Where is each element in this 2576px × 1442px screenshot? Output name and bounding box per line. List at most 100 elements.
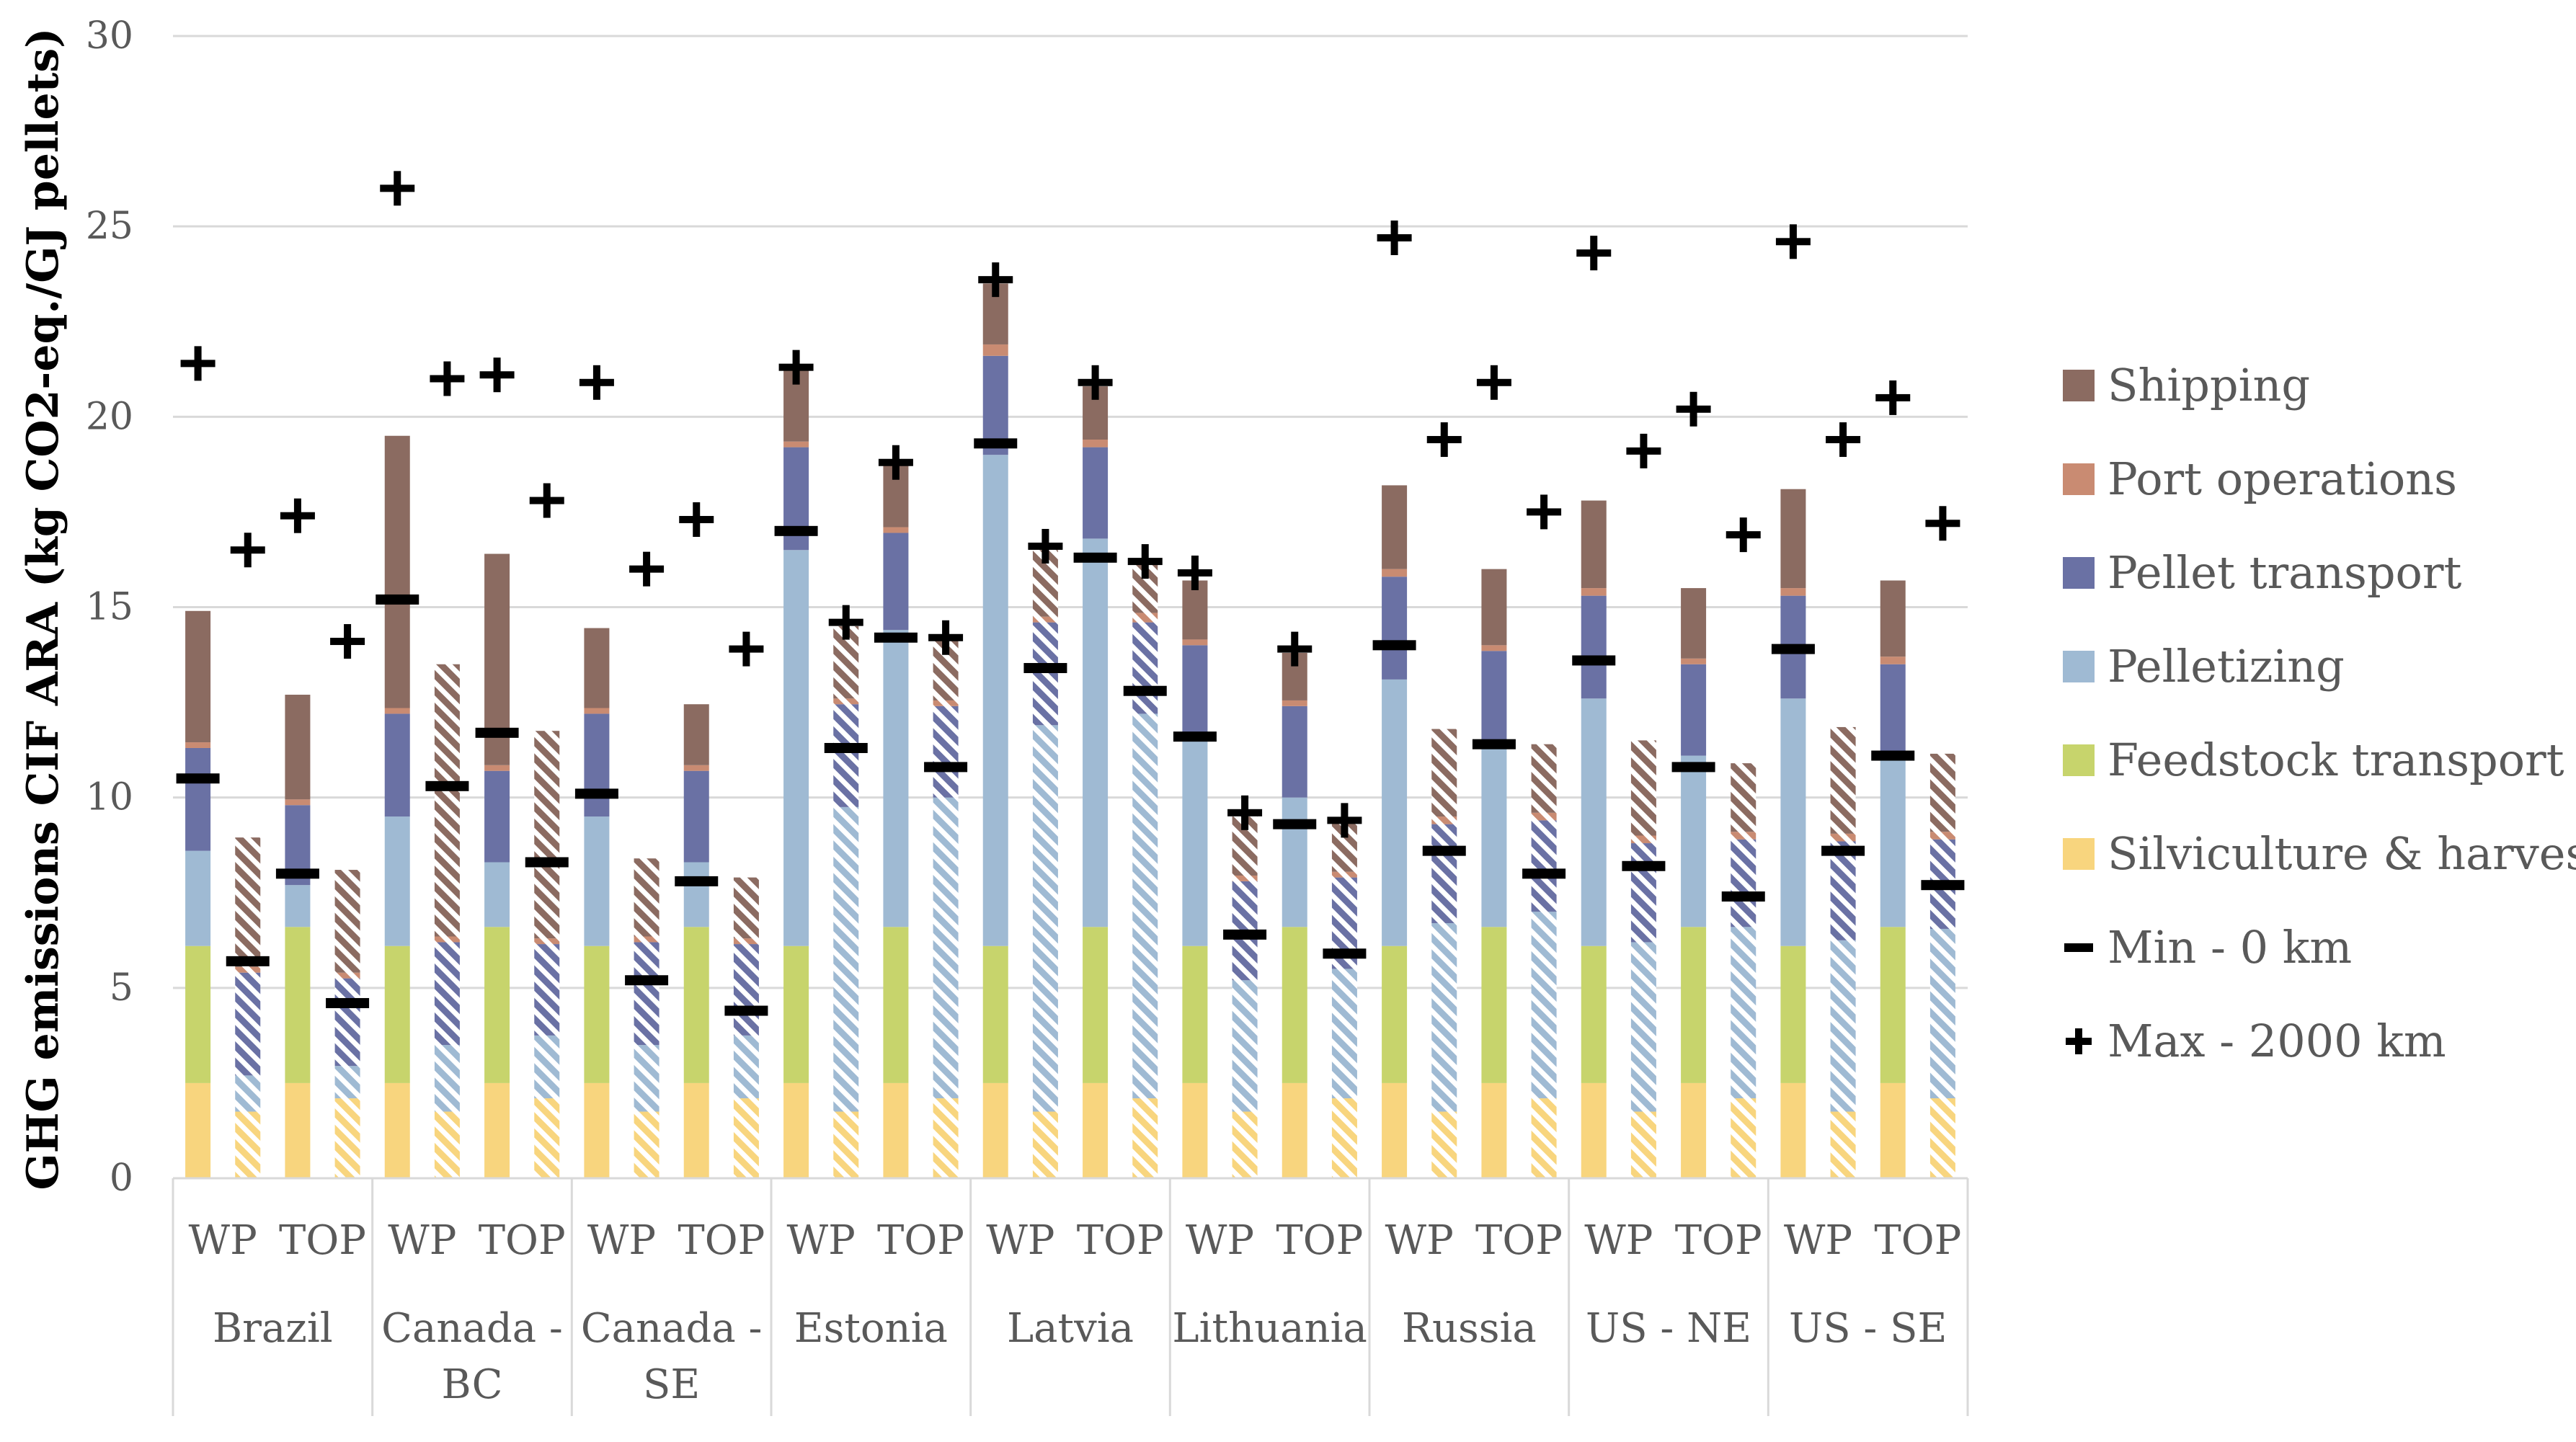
bar-segment-port-operations	[434, 936, 460, 943]
max-marker	[1127, 544, 1163, 579]
bar-us-se-wp-hatched	[1830, 726, 1856, 1178]
bar-segment-pelletizing	[982, 455, 1008, 946]
bar-segment-shipping	[1681, 588, 1707, 659]
x-group-label-lithuania: Lithuania	[1172, 1305, 1367, 1352]
legend-label: Max - 2000 km	[2108, 1015, 2446, 1067]
bar-segment-port-operations	[584, 708, 610, 714]
min-marker	[1522, 868, 1566, 879]
bar-segment-silviculture-and-harvest	[1132, 1098, 1158, 1178]
y-axis-label: GHG emissions CIF ARA (kg CO2-eq./GJ pel…	[18, 27, 68, 1190]
bar-segment-pelletizing	[1232, 980, 1258, 1112]
bar-lithuania-top	[1282, 652, 1307, 1178]
bar-segment-feedstock-transport	[1182, 945, 1208, 1083]
bar-segment-feedstock-transport	[185, 945, 211, 1083]
bar-segment-port-operations	[235, 966, 261, 973]
bar-canada-bc-wp	[384, 435, 410, 1178]
bars	[185, 283, 1955, 1178]
bar-segment-shipping	[185, 610, 211, 743]
x-subcategory-label-top: TOP	[678, 1217, 765, 1264]
bar-segment-port-operations	[883, 527, 909, 533]
bar-latvia-top-hatched	[1132, 561, 1158, 1178]
bar-segment-shipping	[434, 664, 460, 937]
min-max-markers	[176, 171, 1965, 1016]
bar-segment-pelletizing	[1132, 713, 1158, 1099]
bar-segment-pellet-transport	[1032, 622, 1058, 726]
bar-segment-port-operations	[1182, 639, 1208, 646]
bar-segment-silviculture-and-harvest	[1083, 1082, 1109, 1178]
bar-segment-shipping	[1780, 489, 1806, 589]
x-subcategory-label-top: TOP	[1874, 1217, 1961, 1264]
max-marker	[330, 624, 365, 659]
bar-segment-pellet-transport	[484, 770, 510, 863]
bar-segment-port-operations	[1880, 657, 1906, 664]
bar-segment-silviculture-and-harvest	[1282, 1082, 1307, 1178]
max-marker	[1177, 555, 1212, 590]
bar-segment-silviculture-and-harvest	[1830, 1111, 1856, 1178]
bar-lithuania-wp-hatched	[1232, 816, 1258, 1178]
y-axis-ticks: 0 5 10 15 20 25 30	[86, 14, 133, 1200]
legend-item-silviculture-and-harvest: Silviculture & harvest	[2063, 827, 2576, 880]
bar-segment-port-operations	[833, 698, 859, 705]
bar-segment-feedstock-transport	[1780, 945, 1806, 1083]
legend: Shipping Port operations Pellet transport P…	[2063, 359, 2576, 1067]
bar-segment-pellet-transport	[1481, 651, 1507, 748]
bar-segment-shipping	[384, 435, 410, 708]
bar-segment-pellet-transport	[1382, 577, 1408, 680]
max-marker	[1726, 517, 1761, 553]
max-marker	[1028, 528, 1063, 564]
x-subcategory-label-wp: WP	[1784, 1217, 1852, 1264]
bar-us-se-wp	[1780, 489, 1806, 1178]
bar-segment-pellet-transport	[1083, 447, 1109, 539]
bar-segment-shipping	[1431, 729, 1457, 817]
bar-segment-silviculture-and-harvest	[1331, 1098, 1357, 1178]
bar-segment-pelletizing	[1929, 928, 1955, 1099]
max-marker	[978, 262, 1013, 298]
legend-label: Silviculture & harvest	[2108, 827, 2576, 880]
legend-swatch	[2063, 463, 2095, 495]
bar-segment-pelletizing	[584, 816, 610, 946]
bar-segment-silviculture-and-harvest	[634, 1111, 659, 1178]
max-marker	[230, 533, 265, 568]
bar-segment-pellet-transport	[982, 355, 1008, 455]
bar-segment-pellet-transport	[1182, 645, 1208, 741]
bar-segment-shipping	[534, 731, 560, 939]
bar-segment-port-operations	[783, 441, 809, 448]
bar-segment-feedstock-transport	[584, 945, 610, 1083]
bar-segment-port-operations	[1331, 871, 1357, 878]
bar-segment-pellet-transport	[1581, 595, 1607, 699]
bar-segment-silviculture-and-harvest	[1681, 1082, 1707, 1178]
bar-segment-pellet-transport	[683, 770, 709, 863]
bar-segment-shipping	[1531, 744, 1557, 813]
x-subcategory-label-top: TOP	[1276, 1217, 1363, 1264]
min-marker	[475, 727, 519, 738]
x-group-label-latvia: Latvia	[1007, 1305, 1134, 1352]
bar-segment-silviculture-and-harvest	[1232, 1111, 1258, 1178]
legend-label: Shipping	[2108, 359, 2310, 411]
legend-plus-symbol	[2066, 1028, 2092, 1054]
legend-label: Port operations	[2108, 453, 2457, 505]
x-group-label-canada-se: Canada -	[581, 1305, 763, 1352]
bar-canada-se-top	[683, 704, 709, 1178]
max-marker	[679, 502, 714, 537]
min-marker	[1921, 880, 1965, 891]
min-marker	[176, 773, 220, 784]
bar-segment-feedstock-transport	[783, 945, 809, 1083]
bar-segment-port-operations	[185, 742, 211, 748]
bar-segment-silviculture-and-harvest	[534, 1098, 560, 1178]
bar-segment-port-operations	[1929, 832, 1955, 840]
legend-item-port-operations: Port operations	[2063, 453, 2457, 505]
bar-segment-silviculture-and-harvest	[484, 1082, 510, 1178]
x-subcategory-label-top: TOP	[1675, 1217, 1762, 1264]
bar-segment-pelletizing	[534, 1035, 560, 1099]
bar-us-ne-top-hatched	[1731, 763, 1756, 1178]
bar-segment-pellet-transport	[235, 972, 261, 1076]
bar-segment-feedstock-transport	[1681, 927, 1707, 1083]
y-tick-label-30: 30	[86, 14, 133, 58]
bar-segment-pellet-transport	[1681, 664, 1707, 756]
bar-segment-port-operations	[933, 700, 959, 706]
x-group-label-us-ne: US - NE	[1586, 1305, 1751, 1352]
min-marker	[1472, 739, 1516, 749]
bar-segment-pelletizing	[1731, 927, 1756, 1099]
bar-brazil-top-hatched	[334, 870, 360, 1178]
bar-segment-shipping	[584, 628, 610, 708]
